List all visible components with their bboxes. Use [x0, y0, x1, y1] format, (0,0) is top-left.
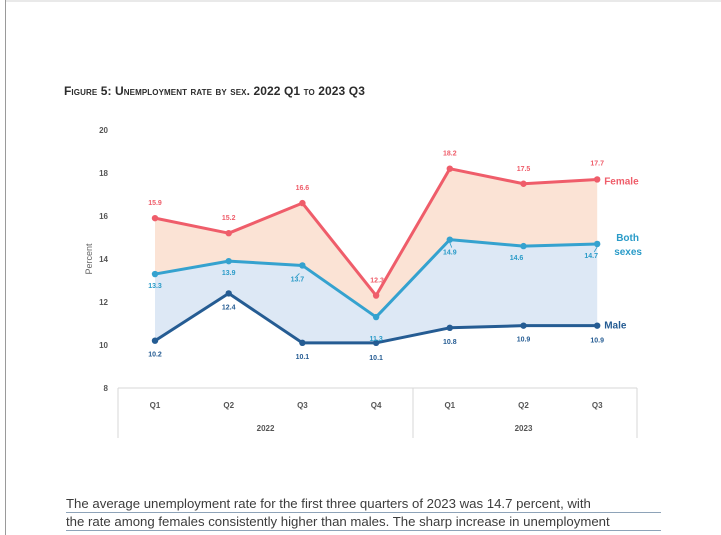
- both-sexes-leader-line: [593, 246, 598, 253]
- both-sexes-point: [372, 313, 380, 321]
- y-tick-label: 16: [99, 212, 108, 221]
- x-tick-label: Q2: [518, 401, 529, 410]
- male-point: [372, 339, 380, 347]
- female-band-area: [155, 168, 598, 318]
- female-point: [372, 292, 380, 299]
- female-data-label: 15.9: [148, 200, 162, 207]
- female-data-label: 15.2: [222, 215, 236, 222]
- both-sexes-point: [446, 236, 453, 243]
- both-sexes-data-label: 13.7: [291, 276, 305, 283]
- y-axis-title: Percent: [84, 243, 94, 275]
- female-data-label: 17.5: [517, 166, 531, 173]
- both-sexes-series-label: sexes: [614, 247, 642, 258]
- male-data-label: 10.1: [369, 355, 383, 362]
- both-sexes-point: [594, 240, 601, 248]
- x-tick-label: Q4: [371, 401, 382, 410]
- y-tick-label: 8: [104, 384, 109, 393]
- both-sexes-point: [151, 270, 159, 278]
- both-sexes-data-label: 13.9: [222, 270, 236, 277]
- male-data-label: 10.9: [590, 338, 604, 345]
- female-data-label: 12.3: [370, 278, 384, 285]
- both-sexes-data-label: 14.6: [510, 255, 524, 262]
- x-tick-label: Q3: [592, 401, 603, 410]
- both-sexes-series-label: Both: [616, 233, 639, 244]
- female-point: [225, 230, 232, 237]
- x-tick-label: Q2: [223, 401, 234, 410]
- female-data-label: 16.6: [296, 185, 310, 192]
- y-tick-label: 20: [99, 126, 108, 135]
- page-left-edge: [5, 0, 6, 535]
- both-sexes-data-label: 13.3: [148, 283, 162, 290]
- y-tick-label: 14: [99, 255, 108, 264]
- body-paragraph: The average unemployment rate for the fi…: [66, 495, 661, 531]
- y-tick-label: 10: [99, 341, 108, 350]
- both-sexes-data-label: 14.9: [443, 250, 457, 257]
- male-data-label: 10.9: [517, 337, 531, 344]
- female-point: [151, 214, 159, 222]
- male-series-label: Male: [604, 321, 627, 332]
- y-tick-label: 12: [99, 298, 108, 307]
- male-data-label: 10.2: [148, 352, 162, 359]
- body-line-2: the rate among females consistently high…: [66, 513, 661, 531]
- figure-title: Figure 5: Unemployment rate by sex. 2022…: [64, 84, 365, 98]
- both-sexes-point: [520, 242, 527, 250]
- female-point: [299, 199, 306, 207]
- x-tick-label: Q3: [297, 401, 308, 410]
- x-group-label: 2022: [257, 424, 275, 433]
- male-data-label: 10.1: [296, 354, 310, 361]
- female-data-label: 18.2: [443, 151, 457, 158]
- both-sexes-leader-line: [296, 273, 300, 277]
- both-sexes-point: [299, 262, 306, 269]
- both-sexes-point: [225, 257, 232, 265]
- male-point: [225, 290, 232, 297]
- male-point: [520, 322, 527, 329]
- both-sexes-leader-line: [449, 242, 453, 248]
- both-sexes-data-label: 14.7: [584, 253, 598, 260]
- x-tick-label: Q1: [444, 401, 455, 410]
- female-point: [446, 165, 453, 172]
- male-point: [446, 324, 453, 331]
- female-point: [594, 176, 601, 183]
- female-data-label: 17.7: [590, 160, 604, 167]
- body-line-1: The average unemployment rate for the fi…: [66, 495, 661, 513]
- male-point: [151, 337, 159, 344]
- x-tick-label: Q1: [150, 401, 161, 410]
- male-point: [299, 339, 306, 347]
- both-sexes-data-label: 11.3: [369, 336, 382, 343]
- male-point: [594, 322, 601, 329]
- male-data-label: 10.8: [443, 339, 457, 346]
- female-point: [520, 180, 527, 187]
- page-top-edge: [5, 0, 721, 2]
- x-group-label: 2023: [515, 424, 533, 433]
- male-data-label: 12.4: [222, 304, 236, 311]
- female-series-label: Female: [604, 176, 639, 187]
- y-tick-label: 18: [99, 169, 108, 178]
